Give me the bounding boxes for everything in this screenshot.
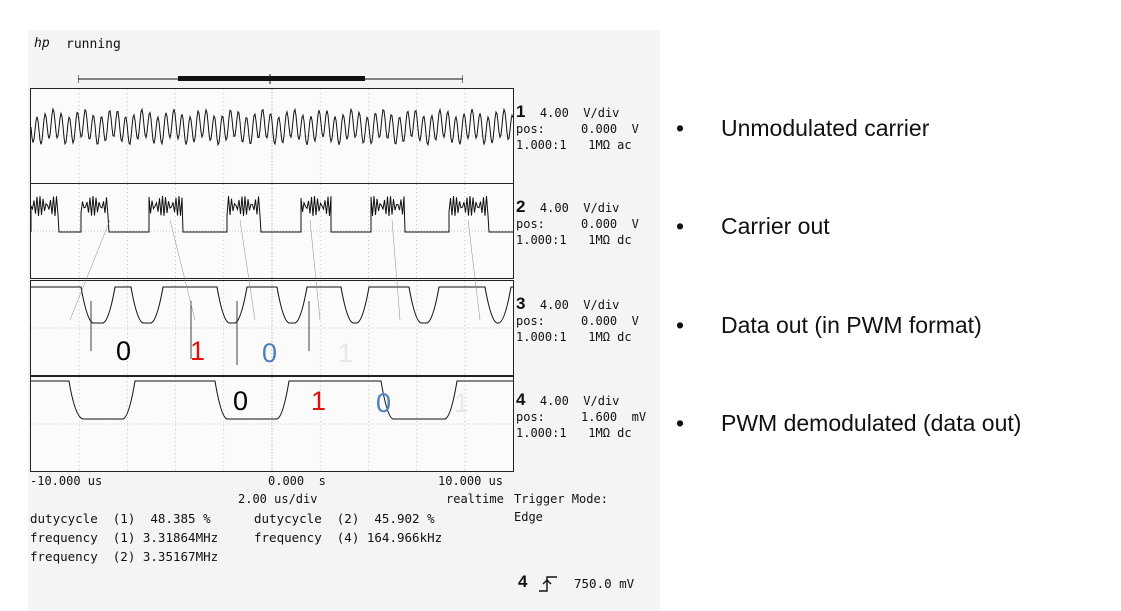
bit-label: 0: [376, 388, 392, 418]
memory-bar: [78, 74, 463, 84]
trigger-level: 750.0 mV: [574, 576, 635, 591]
bit-label: 1: [338, 338, 354, 368]
measurement-duty-1: dutycycle (1) 48.385 %: [30, 511, 211, 526]
connector-line: [169, 220, 196, 321]
bit-label: 1: [311, 386, 327, 416]
channel-4-info: 4 4.00 V/div pos: 1.600 mV 1.000:1 1MΩ d…: [516, 390, 647, 440]
time-left: -10.000 us: [30, 474, 103, 488]
channel-2-info: 2 4.00 V/div pos: 0.000 V 1.000:1 1MΩ dc: [516, 197, 639, 247]
pwm-waveform: [31, 286, 513, 324]
time-per-div: 2.00 us/div: [238, 492, 318, 506]
burst-waveform: [31, 195, 513, 233]
channel-1-info: 1 4.00 V/div pos: 0.000 V 1.000:1 1MΩ ac: [516, 102, 639, 152]
time-right: 10.000 us: [438, 474, 504, 488]
measurement-freq-4: frequency (4) 164.966kHz: [254, 530, 443, 545]
trigger-mode-label: Trigger Mode:: [514, 492, 608, 506]
connector-line: [467, 220, 481, 321]
channel-3-info: 3 4.00 V/div pos: 0.000 V 1.000:1 1MΩ dc: [516, 294, 639, 344]
connector-line: [69, 220, 111, 321]
measurement-freq-1: frequency (1) 3.31864MHz: [30, 530, 219, 545]
run-status: running: [66, 37, 121, 52]
bit-label: 1: [454, 388, 470, 418]
measurement-freq-2: frequency (2) 3.35167MHz: [30, 549, 219, 564]
trace-3: [30, 280, 514, 376]
connector-line: [239, 220, 256, 321]
rising-edge-icon: [539, 576, 557, 592]
bullet-icon: •: [676, 312, 685, 338]
bit-label: 0: [116, 336, 132, 366]
connector-lines: [69, 220, 481, 321]
carrier-waveform: [31, 107, 513, 147]
bullet-icon: •: [676, 115, 685, 141]
trace-1: [30, 88, 514, 184]
bullet-icon: •: [676, 410, 685, 436]
bit-label: 0: [262, 338, 278, 368]
measurement-duty-2: dutycycle (2) 45.902 %: [254, 511, 435, 526]
time-center: 0.000 s: [268, 474, 326, 488]
bit-label: 1: [190, 336, 206, 366]
trace-4: [30, 376, 514, 472]
trigger-mode-value: Edge: [514, 510, 543, 524]
trigger-channel: 4: [518, 572, 528, 591]
trace-2: [30, 183, 514, 279]
connector-line: [391, 220, 401, 321]
connector-line: [309, 220, 321, 321]
acq-mode: realtime: [446, 492, 504, 506]
bit-label: 0: [233, 386, 249, 416]
demod-waveform: [31, 380, 513, 420]
hp-logo: hp: [34, 36, 50, 51]
bullet-icon: •: [676, 213, 685, 239]
